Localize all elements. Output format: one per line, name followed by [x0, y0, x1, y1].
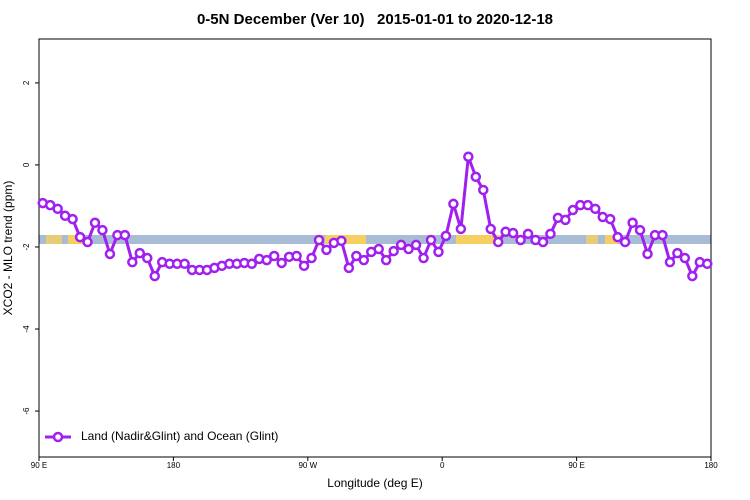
data-point — [74, 231, 86, 243]
data-point — [268, 250, 280, 262]
data-point — [560, 214, 571, 226]
data-point — [537, 236, 549, 248]
x-axis-title: Longitude (deg E) — [327, 476, 422, 490]
data-point — [507, 227, 519, 239]
data-point — [52, 203, 63, 215]
data-point — [478, 184, 489, 196]
legend: Land (Nadir&Glint) and Ocean (Glint) — [45, 429, 278, 443]
land-band — [46, 235, 62, 244]
data-point — [343, 262, 355, 274]
data-point — [642, 248, 653, 260]
data-point — [590, 203, 601, 215]
data-point — [485, 223, 496, 235]
data-point — [261, 254, 272, 266]
data-point — [440, 230, 452, 242]
data-point — [627, 217, 638, 229]
data-point — [664, 256, 676, 268]
chart-title: 0-5N December (Ver 10) 2015-01-01 to 202… — [197, 11, 553, 28]
data-point — [395, 239, 407, 251]
data-point — [104, 248, 116, 260]
data-point — [702, 258, 713, 270]
data-point — [89, 217, 101, 229]
land-band — [68, 235, 82, 244]
plot-frame — [38, 38, 712, 458]
land-band — [456, 235, 501, 244]
data-point — [679, 252, 691, 264]
data-point — [127, 256, 138, 268]
data-point — [291, 250, 302, 262]
land-band — [605, 235, 618, 244]
data-point — [567, 204, 579, 216]
ocean-band — [39, 235, 711, 244]
data-point — [463, 151, 474, 162]
data-point — [433, 246, 444, 258]
data-point — [470, 171, 482, 183]
data-point — [455, 223, 467, 235]
data-point — [634, 224, 646, 236]
legend-label: Land (Nadir&Glint) and Ocean (Glint) — [81, 429, 278, 443]
data-point — [515, 234, 526, 246]
data-point — [380, 254, 392, 266]
y-tick-label: 2 — [22, 80, 31, 85]
data-point — [604, 213, 616, 225]
data-point — [82, 236, 93, 248]
data-point — [418, 252, 429, 264]
data-point — [276, 257, 287, 269]
data-point — [97, 224, 108, 236]
data-point — [612, 231, 623, 243]
data-point — [448, 198, 459, 210]
data-point — [351, 250, 362, 262]
data-point — [246, 258, 258, 270]
x-tick-label: 0 — [440, 461, 445, 470]
data-point — [425, 234, 437, 246]
data-point — [672, 247, 683, 259]
surface-band — [39, 235, 711, 244]
y-tick-label: -4 — [22, 325, 31, 333]
data-point — [388, 245, 399, 257]
data-point — [657, 229, 668, 241]
data-point — [321, 244, 332, 256]
data-point — [687, 270, 698, 282]
data-point — [522, 228, 534, 240]
data-point — [306, 252, 317, 264]
x-tick-label: 180 — [167, 461, 181, 470]
land-band — [586, 235, 598, 244]
data-point — [358, 254, 370, 266]
x-tick-label: 90 W — [298, 461, 317, 470]
data-point — [410, 239, 422, 251]
data-point — [179, 258, 190, 270]
y-tick-label: 0 — [22, 162, 31, 167]
data-point — [119, 229, 131, 241]
data-point — [373, 243, 384, 255]
data-point — [134, 247, 146, 259]
legend-marker — [52, 431, 64, 443]
data-point — [619, 236, 631, 248]
data-point — [298, 260, 310, 272]
data-point — [403, 243, 414, 255]
data-point — [67, 213, 78, 225]
x-tick-label: 180 — [704, 461, 718, 470]
data-point — [149, 270, 160, 282]
data-point — [545, 228, 556, 240]
y-axis-title: XCO2 - MLO trend (ppm) — [1, 181, 15, 316]
data-point — [142, 252, 153, 264]
x-tick-label: 90 E — [568, 461, 584, 470]
y-tick-label: -2 — [22, 243, 31, 251]
data-point — [492, 236, 504, 248]
data-point — [336, 235, 347, 247]
x-tick-label: 90 E — [31, 461, 47, 470]
data-point — [313, 234, 325, 246]
y-tick-label: -6 — [22, 407, 31, 415]
